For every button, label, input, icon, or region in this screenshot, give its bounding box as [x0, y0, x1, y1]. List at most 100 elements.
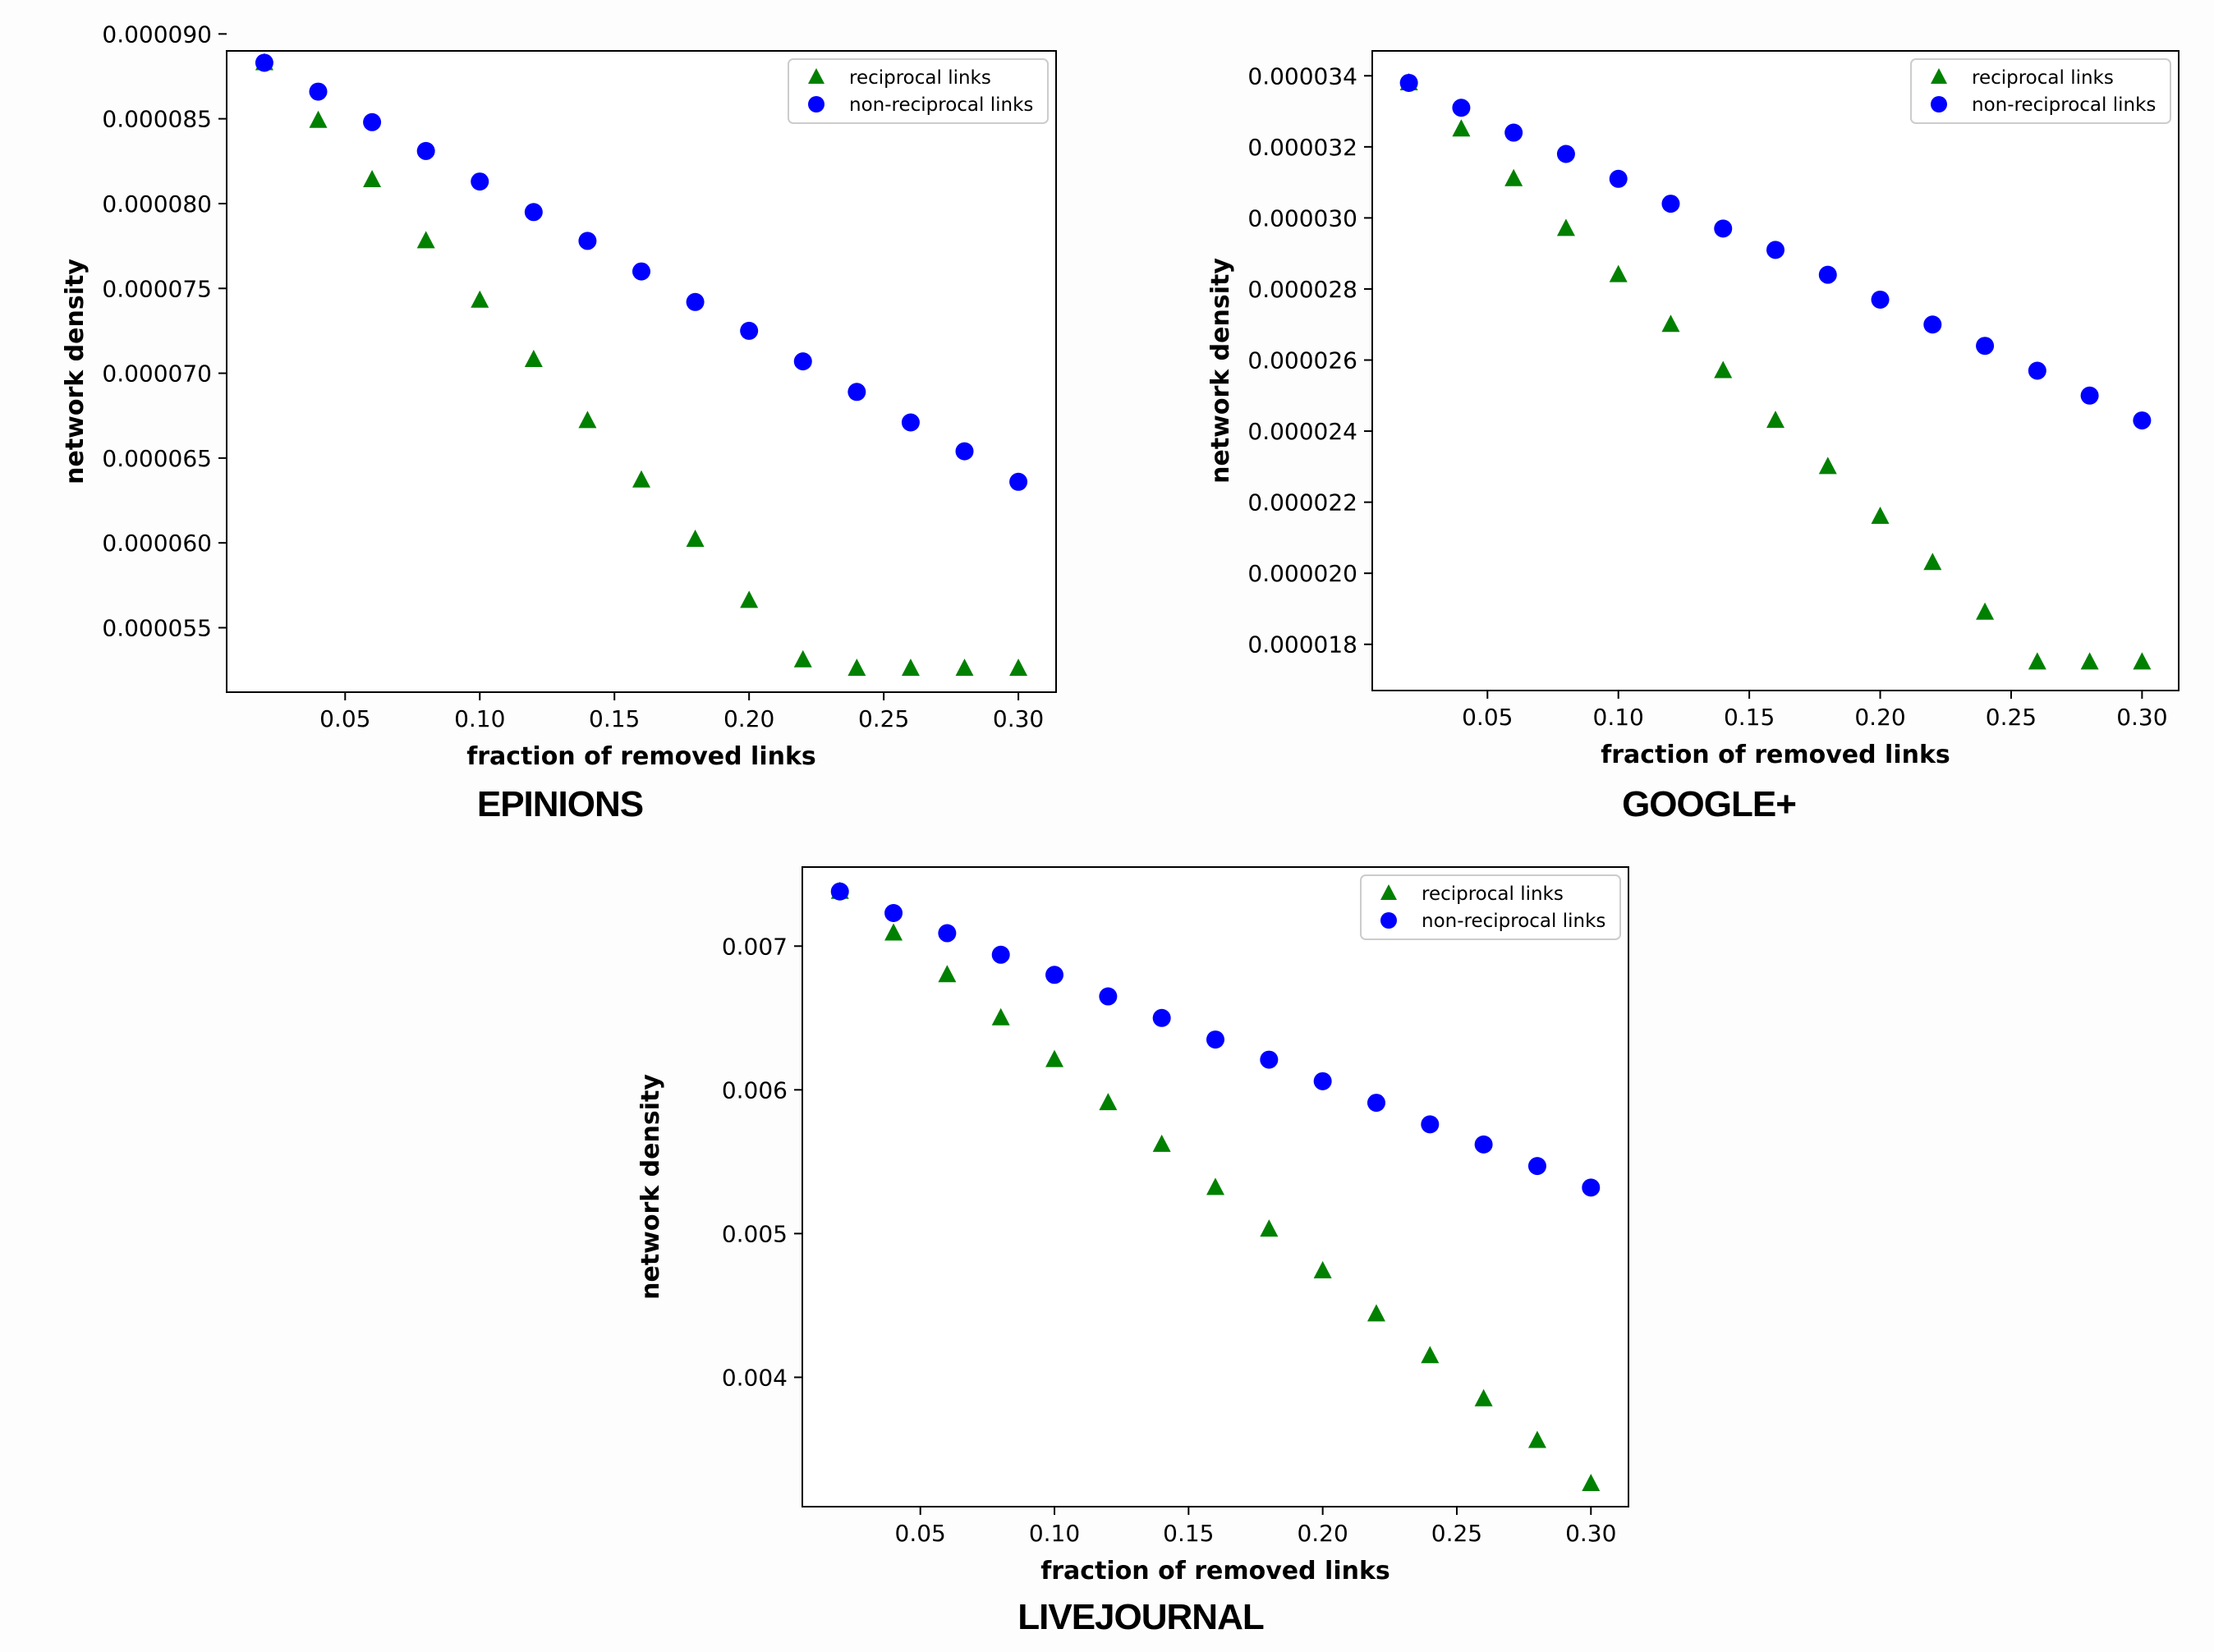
point-non-reciprocal: [524, 203, 543, 222]
y-tick-label: 0.000024: [1247, 418, 1357, 445]
y-axis-label: network density: [1206, 258, 1235, 484]
y-tick-label: 0.005: [722, 1220, 788, 1247]
point-non-reciprocal: [847, 383, 866, 402]
x-tick-label: 0.30: [2116, 704, 2167, 731]
y-tick-label: 0.000085: [102, 106, 212, 133]
caption-epinions: EPINIONS: [476, 784, 644, 824]
point-non-reciprocal: [1045, 966, 1064, 984]
point-reciprocal: [1766, 411, 1785, 429]
legend-box: [1360, 874, 1621, 940]
point-non-reciprocal: [991, 945, 1010, 964]
point-reciprocal: [1582, 1473, 1601, 1491]
point-non-reciprocal: [471, 172, 489, 191]
point-non-reciprocal: [1099, 987, 1118, 1006]
y-tick-label: 0.000030: [1247, 204, 1357, 232]
point-reciprocal: [1260, 1219, 1279, 1237]
y-tick-label: 0.000020: [1247, 560, 1357, 587]
point-reciprocal: [1556, 218, 1575, 236]
legend: reciprocal links non-reciprocal links: [1910, 58, 2171, 124]
x-tick-label: 0.15: [1724, 704, 1775, 731]
y-tick-label: 0.000060: [102, 530, 212, 557]
legend-label: non-reciprocal links: [1972, 94, 2156, 116]
legend-label: non-reciprocal links: [849, 94, 1033, 116]
legend-box: [1910, 58, 2171, 124]
point-reciprocal: [847, 659, 866, 677]
x-tick-label: 0.05: [319, 705, 370, 732]
point-reciprocal: [632, 470, 650, 488]
point-non-reciprocal: [901, 413, 920, 432]
point-non-reciprocal: [1313, 1072, 1332, 1090]
x-tick-label: 0.10: [1029, 1520, 1080, 1547]
y-tick-label: 0.007: [722, 933, 788, 960]
y-tick-label: 0.000090: [102, 21, 212, 48]
point-non-reciprocal: [1009, 472, 1028, 491]
point-non-reciprocal: [1367, 1094, 1385, 1113]
point-non-reciprocal: [1260, 1050, 1279, 1069]
point-reciprocal: [2133, 652, 2152, 670]
y-tick-label: 0.004: [722, 1364, 788, 1391]
x-tick-label: 0.20: [723, 705, 774, 732]
y-tick-label: 0.000028: [1247, 276, 1357, 303]
x-tick-label: 0.05: [1462, 704, 1513, 731]
legend-non-reciprocal-icon: [1380, 912, 1397, 929]
point-non-reciprocal: [955, 442, 974, 461]
point-non-reciprocal: [632, 262, 650, 281]
y-tick-label: 0.006: [722, 1076, 788, 1104]
point-reciprocal: [1474, 1388, 1493, 1406]
point-non-reciprocal: [1556, 145, 1575, 163]
x-tick-label: 0.25: [1986, 704, 2037, 731]
point-non-reciprocal: [1206, 1030, 1224, 1049]
x-tick-label: 0.30: [993, 705, 1044, 732]
point-reciprocal: [1714, 360, 1733, 379]
point-reciprocal: [1661, 314, 1680, 333]
point-reciprocal: [686, 530, 705, 548]
point-reciprocal: [524, 350, 543, 368]
point-non-reciprocal: [1976, 337, 1995, 356]
legend-non-reciprocal-icon: [1931, 96, 1947, 112]
point-non-reciprocal: [578, 232, 597, 250]
y-tick-label: 0.000080: [102, 190, 212, 218]
point-reciprocal: [884, 923, 903, 941]
legend-label: non-reciprocal links: [1422, 911, 1605, 932]
x-axis-label: fraction of removed links: [1601, 741, 1950, 769]
point-non-reciprocal: [1421, 1115, 1440, 1134]
point-non-reciprocal: [884, 904, 903, 923]
point-reciprocal: [938, 965, 957, 983]
y-axis-label: network density: [636, 1074, 665, 1300]
point-reciprocal: [2028, 652, 2046, 670]
point-non-reciprocal: [1714, 219, 1733, 238]
x-tick-label: 0.25: [1431, 1520, 1482, 1547]
y-tick-label: 0.000026: [1247, 347, 1357, 374]
point-reciprocal: [471, 290, 489, 308]
point-reciprocal: [740, 590, 759, 608]
point-non-reciprocal: [416, 141, 435, 160]
point-non-reciprocal: [1871, 290, 1890, 309]
legend-box: [788, 58, 1049, 124]
point-reciprocal: [1871, 506, 1890, 524]
x-tick-label: 0.05: [895, 1520, 946, 1547]
point-reciprocal: [1045, 1049, 1064, 1067]
point-reciprocal: [578, 411, 597, 429]
point-non-reciprocal: [1399, 73, 1418, 92]
point-reciprocal: [1313, 1260, 1332, 1278]
legend-label: reciprocal links: [1972, 67, 2114, 89]
point-reciprocal: [416, 231, 435, 249]
point-reciprocal: [363, 170, 382, 188]
y-tick-label: 0.000018: [1247, 631, 1357, 659]
point-non-reciprocal: [255, 53, 273, 72]
point-reciprocal: [1818, 457, 1837, 475]
point-reciprocal: [1421, 1346, 1440, 1364]
point-non-reciprocal: [363, 112, 382, 131]
x-tick-label: 0.20: [1297, 1520, 1348, 1547]
legend-label: reciprocal links: [849, 67, 991, 89]
point-reciprocal: [1976, 602, 1995, 620]
chart-0: 0.05 0.10 0.15 0.20 0.25 0.30 0.000055 0.000060…: [61, 21, 1057, 771]
point-reciprocal: [1527, 1430, 1546, 1448]
point-reciprocal: [309, 110, 328, 128]
plot-area: [1371, 50, 2180, 691]
point-reciprocal: [1099, 1093, 1118, 1111]
point-non-reciprocal: [1527, 1157, 1546, 1176]
legend-reciprocal-icon: [1380, 884, 1397, 900]
y-axis-label: network density: [61, 259, 90, 484]
